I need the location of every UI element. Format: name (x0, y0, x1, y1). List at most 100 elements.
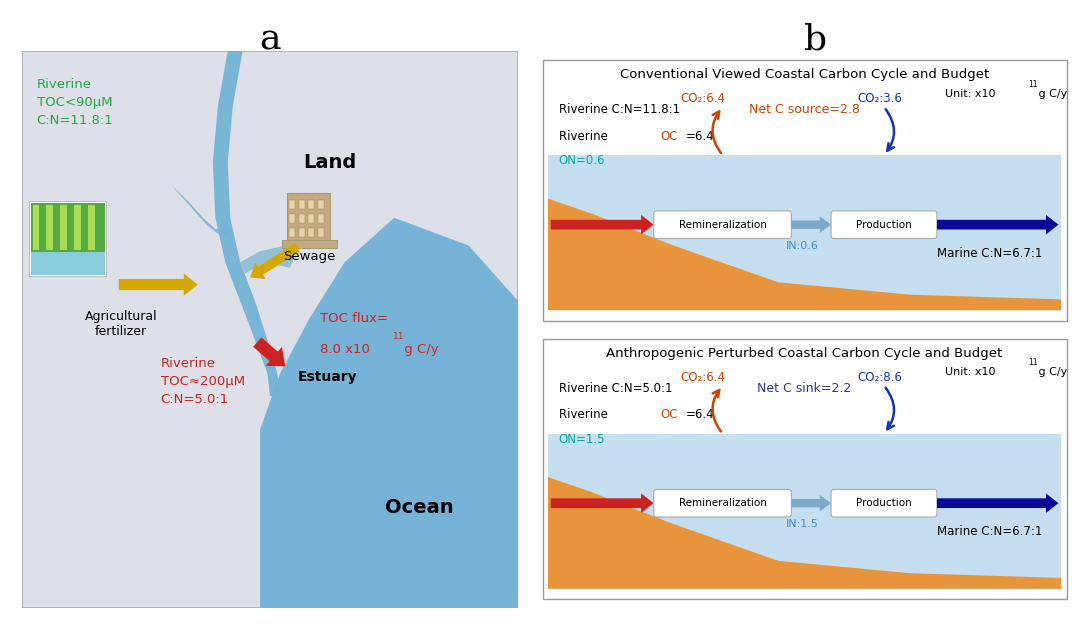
Text: TOC flux=: TOC flux= (320, 313, 388, 325)
FancyBboxPatch shape (318, 201, 324, 210)
Text: Estuary: Estuary (297, 370, 357, 384)
Polygon shape (260, 218, 518, 608)
FancyBboxPatch shape (289, 229, 295, 237)
FancyBboxPatch shape (289, 215, 295, 223)
Text: b: b (804, 22, 827, 56)
Text: =6.4: =6.4 (686, 408, 714, 422)
Text: IN:0.6: IN:0.6 (785, 241, 819, 251)
Text: Land: Land (303, 153, 356, 172)
FancyBboxPatch shape (299, 229, 305, 237)
FancyBboxPatch shape (299, 229, 305, 237)
FancyBboxPatch shape (308, 201, 314, 210)
FancyBboxPatch shape (832, 489, 937, 517)
FancyBboxPatch shape (318, 215, 324, 223)
FancyBboxPatch shape (653, 211, 792, 239)
Text: =6.4: =6.4 (686, 130, 714, 143)
Text: ON=1.5: ON=1.5 (558, 432, 605, 446)
Text: Riverine
TOC<90μM
C:N=11.8:1: Riverine TOC<90μM C:N=11.8:1 (37, 78, 113, 127)
Text: CO₂:6.4: CO₂:6.4 (680, 92, 726, 106)
FancyBboxPatch shape (289, 215, 295, 223)
Text: 8.0 x10: 8.0 x10 (320, 343, 369, 356)
FancyBboxPatch shape (542, 60, 1067, 321)
Text: Unit: x10: Unit: x10 (945, 367, 996, 377)
Text: 11: 11 (1028, 358, 1038, 367)
Text: Riverine
TOC≈200μM
C:N=5.0:1: Riverine TOC≈200μM C:N=5.0:1 (161, 357, 245, 406)
Text: Riverine: Riverine (558, 408, 611, 422)
FancyBboxPatch shape (287, 192, 329, 240)
FancyArrowPatch shape (792, 216, 831, 233)
Text: Sewage: Sewage (284, 250, 336, 263)
Text: OC: OC (661, 408, 678, 422)
FancyArrowPatch shape (551, 494, 653, 513)
Text: 11: 11 (1028, 80, 1038, 89)
FancyBboxPatch shape (308, 229, 314, 237)
Text: Production: Production (856, 220, 912, 230)
FancyBboxPatch shape (289, 201, 295, 210)
Text: g C/y: g C/y (1035, 367, 1067, 377)
Text: Agricultural
fertilizer: Agricultural fertilizer (84, 310, 158, 337)
Text: Net C sink=2.2: Net C sink=2.2 (757, 382, 852, 395)
Text: Production: Production (856, 498, 912, 508)
Text: Net C source=2.8: Net C source=2.8 (750, 103, 860, 116)
FancyBboxPatch shape (832, 211, 937, 239)
FancyBboxPatch shape (30, 253, 105, 275)
Text: Marine C:N=6.7:1: Marine C:N=6.7:1 (937, 247, 1042, 260)
FancyBboxPatch shape (653, 489, 792, 517)
FancyBboxPatch shape (299, 201, 305, 210)
Polygon shape (171, 173, 230, 237)
FancyBboxPatch shape (75, 206, 81, 250)
Text: Riverine C:N=5.0:1: Riverine C:N=5.0:1 (558, 382, 672, 395)
Polygon shape (548, 199, 1062, 310)
FancyBboxPatch shape (318, 201, 324, 210)
Text: Riverine C:N=11.8:1: Riverine C:N=11.8:1 (558, 103, 679, 116)
FancyBboxPatch shape (542, 339, 1067, 599)
FancyBboxPatch shape (308, 215, 314, 223)
FancyBboxPatch shape (283, 240, 337, 248)
Text: CO₂:6.4: CO₂:6.4 (680, 371, 726, 384)
Text: Riverine: Riverine (558, 130, 611, 143)
FancyBboxPatch shape (29, 201, 106, 276)
Polygon shape (548, 477, 1062, 589)
Text: Conventional Viewed Coastal Carbon Cycle and Budget: Conventional Viewed Coastal Carbon Cycle… (620, 68, 989, 82)
Polygon shape (240, 246, 295, 273)
FancyBboxPatch shape (30, 203, 105, 253)
FancyBboxPatch shape (22, 51, 518, 608)
Text: g C/y: g C/y (1035, 89, 1067, 99)
Text: ON=0.6: ON=0.6 (558, 154, 605, 167)
Text: Anthropogenic Perturbed Coastal Carbon Cycle and Budget: Anthropogenic Perturbed Coastal Carbon C… (607, 347, 1002, 360)
FancyBboxPatch shape (283, 240, 337, 248)
FancyBboxPatch shape (308, 229, 314, 237)
Text: g C/y: g C/y (401, 343, 438, 356)
FancyArrowPatch shape (937, 494, 1058, 513)
FancyArrowPatch shape (551, 215, 653, 234)
FancyBboxPatch shape (308, 215, 314, 223)
FancyArrowPatch shape (937, 215, 1058, 234)
Text: Remineralization: Remineralization (678, 220, 767, 230)
FancyBboxPatch shape (89, 206, 95, 250)
FancyBboxPatch shape (278, 184, 345, 254)
FancyBboxPatch shape (318, 229, 324, 237)
FancyBboxPatch shape (548, 434, 1062, 589)
FancyBboxPatch shape (299, 201, 305, 210)
Text: CO₂:8.6: CO₂:8.6 (858, 371, 903, 384)
FancyBboxPatch shape (318, 215, 324, 223)
FancyBboxPatch shape (287, 192, 329, 240)
FancyBboxPatch shape (289, 201, 295, 210)
FancyBboxPatch shape (299, 215, 305, 223)
Text: 11: 11 (393, 332, 405, 341)
FancyBboxPatch shape (60, 206, 67, 250)
Text: CO₂:3.6: CO₂:3.6 (858, 92, 903, 106)
Text: Ocean: Ocean (384, 498, 454, 517)
FancyBboxPatch shape (46, 206, 53, 250)
Polygon shape (213, 51, 280, 396)
FancyBboxPatch shape (32, 206, 40, 250)
FancyBboxPatch shape (289, 229, 295, 237)
Text: a: a (259, 22, 281, 56)
Text: Remineralization: Remineralization (678, 498, 767, 508)
Text: Marine C:N=6.7:1: Marine C:N=6.7:1 (937, 525, 1042, 538)
FancyArrowPatch shape (792, 495, 831, 511)
Text: OC: OC (661, 130, 678, 143)
FancyBboxPatch shape (548, 155, 1062, 310)
FancyBboxPatch shape (299, 215, 305, 223)
Text: Unit: x10: Unit: x10 (945, 89, 996, 99)
